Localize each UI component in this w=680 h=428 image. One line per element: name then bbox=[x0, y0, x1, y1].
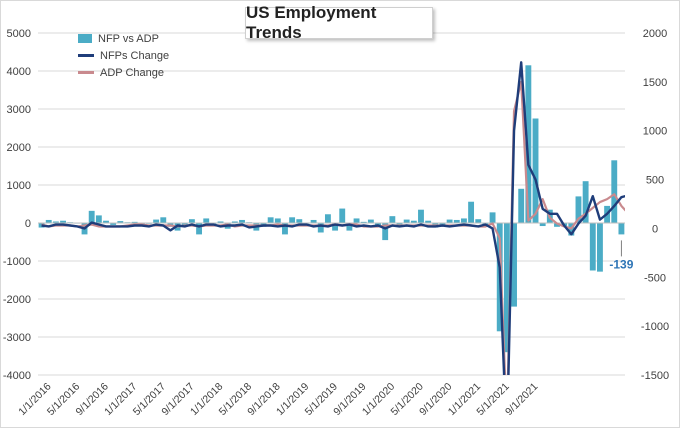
legend-label-adp-change: ADP Change bbox=[100, 66, 165, 79]
bar bbox=[131, 221, 138, 223]
bar bbox=[611, 160, 618, 223]
bar bbox=[446, 219, 453, 223]
right-axis-tick-label: 1500 bbox=[643, 77, 667, 89]
legend-item-adp-change: ADP Change bbox=[78, 64, 198, 81]
bar bbox=[468, 201, 475, 223]
right-axis-tick-label: -1000 bbox=[641, 321, 669, 333]
bar bbox=[382, 223, 389, 241]
left-axis-tick-label: -1000 bbox=[3, 256, 31, 268]
bar bbox=[475, 219, 482, 223]
right-axis-tick-label: 0 bbox=[652, 223, 658, 235]
bar bbox=[217, 221, 224, 223]
bar bbox=[310, 219, 317, 223]
annotation-label: -139 bbox=[609, 257, 633, 271]
bar bbox=[110, 223, 117, 225]
bar bbox=[618, 223, 625, 235]
bar bbox=[196, 223, 203, 235]
bar bbox=[525, 65, 532, 223]
bar bbox=[532, 118, 539, 223]
legend-swatch-bar bbox=[78, 34, 92, 43]
bar bbox=[597, 223, 603, 272]
bar bbox=[346, 223, 353, 231]
bar bbox=[160, 217, 167, 223]
bar bbox=[45, 219, 52, 223]
chart-title-box: US Employment Trends bbox=[245, 3, 433, 42]
legend-label-nfp-vs-adp: NFP vs ADP bbox=[98, 32, 159, 45]
left-axis-tick-label: 2000 bbox=[7, 142, 31, 154]
bar bbox=[274, 218, 281, 223]
bar bbox=[332, 223, 339, 231]
bar bbox=[453, 219, 460, 223]
bar bbox=[88, 210, 95, 223]
left-axis-tick-label: 4000 bbox=[7, 66, 31, 78]
legend-swatch-nfps-line bbox=[78, 54, 94, 57]
bar bbox=[353, 218, 360, 223]
bar bbox=[460, 218, 467, 223]
bar bbox=[389, 216, 396, 223]
right-axis-tick-label: 1000 bbox=[643, 126, 667, 138]
left-axis-tick-label: 3000 bbox=[7, 104, 31, 116]
bar bbox=[296, 219, 303, 223]
bar bbox=[539, 223, 546, 227]
bar bbox=[188, 219, 195, 223]
left-axis-tick-label: 0 bbox=[25, 218, 31, 230]
bar bbox=[60, 220, 66, 223]
bar bbox=[339, 208, 346, 223]
bar bbox=[117, 221, 124, 223]
legend-swatch-adp-line bbox=[78, 71, 94, 74]
chart-title: US Employment Trends bbox=[246, 3, 377, 42]
bar bbox=[589, 223, 596, 271]
bar bbox=[289, 217, 296, 223]
legend-label-nfps-change: NFPs Change bbox=[100, 49, 170, 62]
left-axis-tick-label: -3000 bbox=[3, 332, 31, 344]
bar bbox=[367, 219, 374, 223]
bar bbox=[489, 212, 496, 223]
bar bbox=[95, 215, 102, 223]
bar bbox=[282, 223, 288, 235]
bar bbox=[582, 181, 589, 223]
adp-change-line bbox=[41, 80, 625, 375]
right-axis-tick-label: -1500 bbox=[641, 370, 669, 382]
nfps-change-line bbox=[41, 61, 625, 375]
bar bbox=[403, 219, 410, 223]
bar bbox=[410, 220, 417, 223]
bar bbox=[360, 221, 367, 223]
right-axis-tick-label: -500 bbox=[644, 272, 666, 284]
bar bbox=[317, 223, 324, 233]
left-axis-tick-label: -4000 bbox=[3, 370, 31, 382]
bar bbox=[324, 214, 331, 223]
bar bbox=[267, 217, 274, 223]
bar bbox=[575, 196, 582, 223]
legend-item-nfps-change: NFPs Change bbox=[78, 47, 198, 64]
right-axis-tick-label: 2000 bbox=[643, 28, 667, 40]
bar bbox=[239, 219, 245, 223]
bar bbox=[231, 221, 238, 223]
left-axis-tick-label: 1000 bbox=[7, 180, 31, 192]
legend: NFP vs ADP NFPs Change ADP Change bbox=[78, 30, 198, 81]
bar bbox=[153, 219, 160, 223]
bar bbox=[425, 220, 432, 223]
left-axis-tick-label: -2000 bbox=[3, 294, 31, 306]
bar bbox=[52, 221, 59, 223]
bar bbox=[203, 218, 210, 223]
bar bbox=[503, 223, 510, 353]
right-axis-tick-label: 500 bbox=[646, 175, 664, 187]
bar bbox=[518, 188, 525, 223]
left-axis-tick-label: 5000 bbox=[7, 28, 31, 40]
bar bbox=[511, 223, 517, 307]
bar bbox=[418, 209, 424, 223]
legend-item-nfp-vs-adp: NFP vs ADP bbox=[78, 30, 198, 47]
bar bbox=[375, 223, 381, 226]
bar bbox=[103, 220, 109, 223]
bar bbox=[554, 223, 560, 227]
